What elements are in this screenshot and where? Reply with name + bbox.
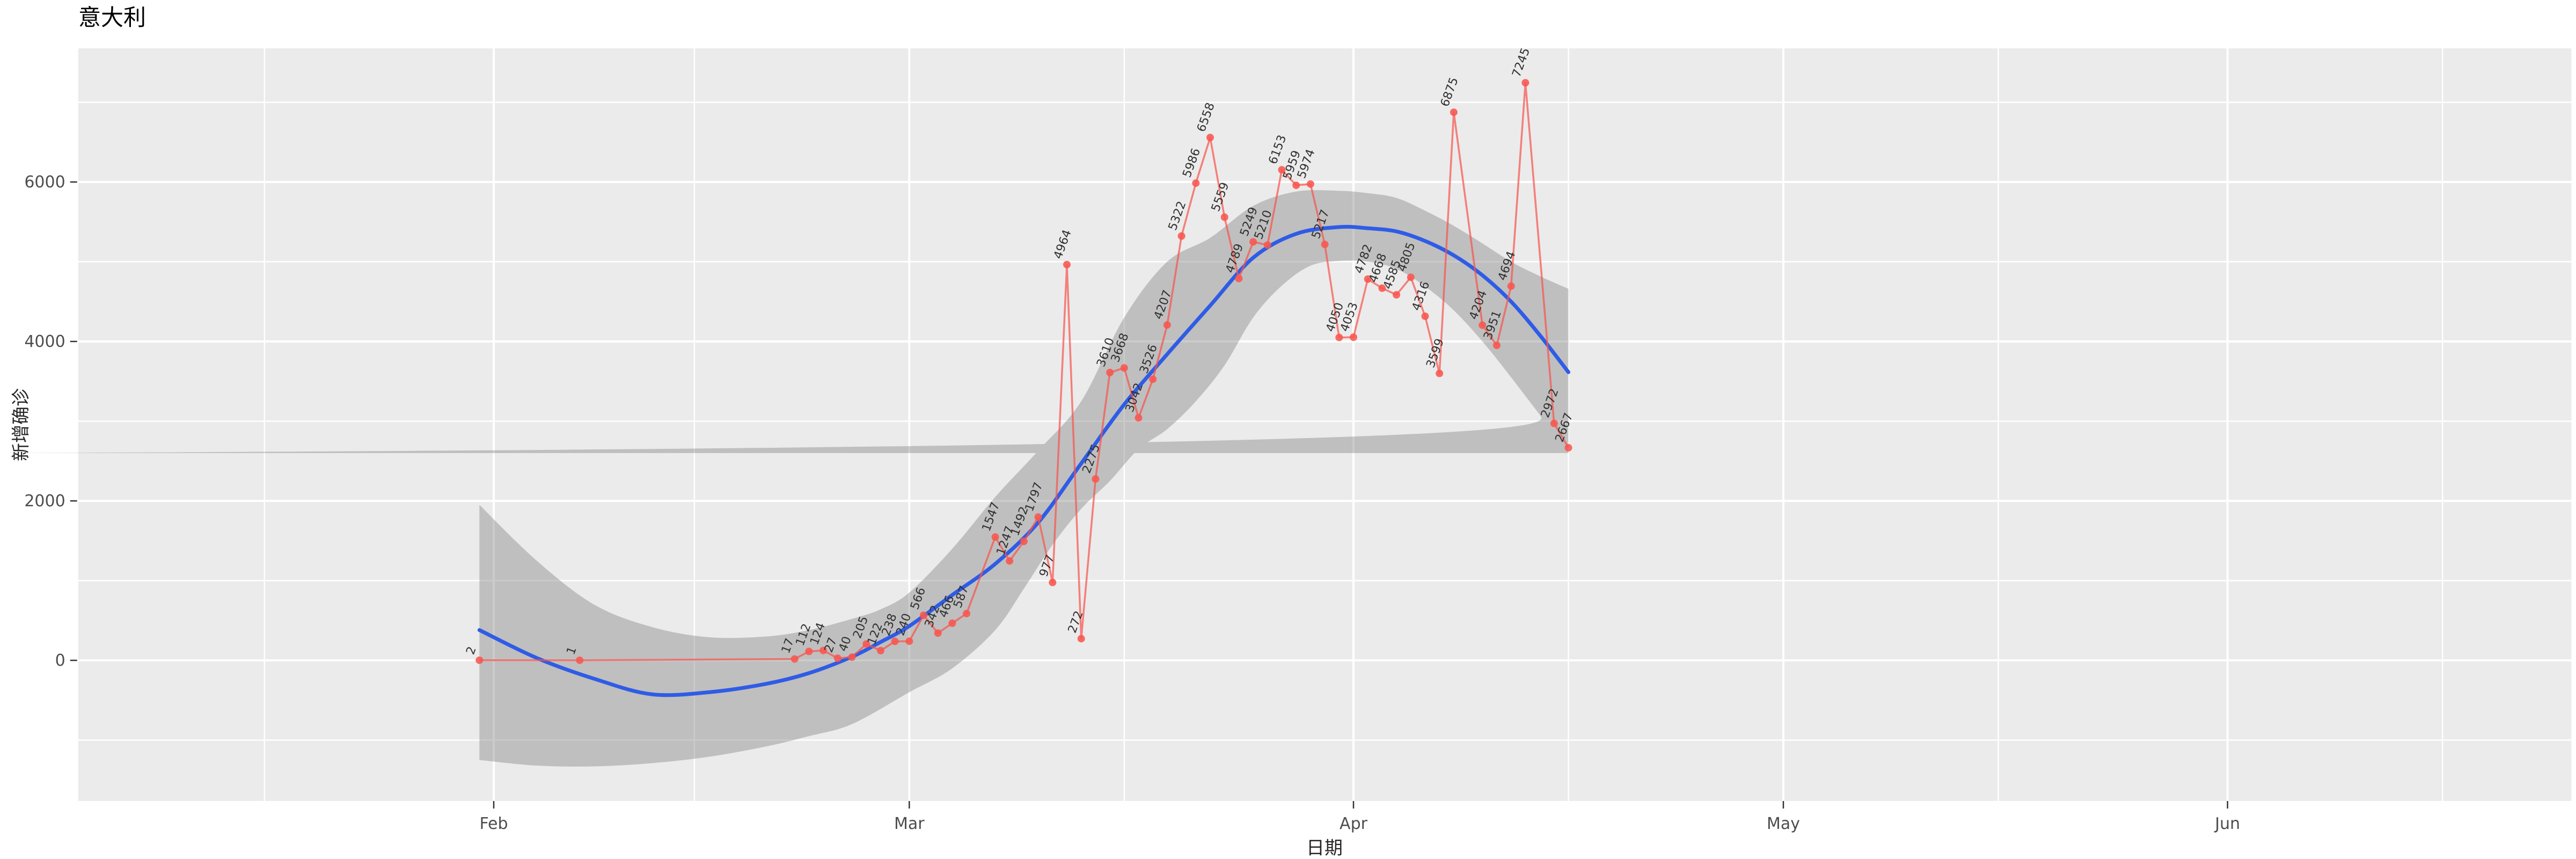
data-point	[862, 640, 870, 648]
data-point	[1263, 241, 1271, 249]
data-point	[1350, 333, 1357, 341]
x-tick-label: Mar	[894, 814, 925, 833]
data-point	[948, 619, 956, 627]
data-point	[475, 656, 484, 664]
data-point	[1321, 241, 1329, 249]
data-point	[1163, 321, 1171, 329]
data-point	[1063, 260, 1071, 268]
data-point	[1335, 333, 1343, 341]
data-point	[848, 653, 856, 661]
data-point	[1278, 166, 1286, 174]
x-axis-title: 日期	[1306, 838, 1343, 859]
data-point	[1120, 364, 1128, 372]
confidence-band	[0, 190, 1569, 767]
panel-background	[78, 48, 2572, 801]
data-point	[805, 647, 813, 656]
data-point	[1020, 537, 1028, 545]
x-tick-label: Feb	[479, 814, 508, 833]
data-point	[1192, 179, 1200, 187]
y-tick-label: 0	[55, 651, 65, 670]
data-point	[1149, 375, 1157, 383]
data-point	[1220, 213, 1228, 221]
data-point	[1077, 635, 1085, 643]
axis-tick-labels: Feb Mar Apr May Jun 0 2000 4000 6000	[24, 173, 2240, 833]
data-point	[1436, 369, 1444, 377]
data-point	[1235, 274, 1243, 282]
data-point	[1106, 368, 1114, 376]
data-point	[576, 656, 584, 664]
data-point	[1306, 180, 1314, 188]
data-point	[1177, 232, 1185, 240]
data-point	[1407, 273, 1415, 281]
data-point	[1479, 321, 1487, 329]
data-point	[1421, 312, 1429, 321]
data-point	[1206, 134, 1214, 142]
data-point	[791, 655, 799, 663]
data-point	[1034, 513, 1042, 521]
data-point	[876, 646, 884, 654]
x-tick-label: Apr	[1340, 814, 1368, 833]
data-point	[833, 654, 841, 662]
data-point	[1378, 284, 1386, 292]
data-point	[1049, 578, 1057, 586]
data-point	[891, 637, 899, 645]
data-point	[920, 611, 927, 619]
y-tick-label: 2000	[24, 492, 65, 511]
axis-ticks	[70, 181, 2228, 809]
data-point	[1135, 414, 1143, 422]
data-point	[1507, 282, 1515, 290]
data-point	[934, 629, 942, 637]
data-point	[1006, 557, 1014, 565]
data-point	[1493, 341, 1501, 350]
data-point	[819, 646, 828, 654]
data-point	[905, 637, 913, 645]
smooth-line	[477, 224, 1570, 697]
x-tick-label: Jun	[2214, 814, 2240, 833]
data-point	[1092, 475, 1100, 483]
y-tick-label: 4000	[24, 332, 65, 351]
data-point	[991, 533, 999, 541]
data-point	[1364, 275, 1372, 283]
data-point	[1550, 419, 1558, 427]
data-point	[1393, 291, 1401, 299]
page-title: 意大利	[78, 4, 147, 31]
y-axis-title: 新增确诊	[10, 388, 32, 461]
series-points	[475, 79, 1572, 664]
data-point	[1450, 108, 1458, 117]
x-tick-label: May	[1767, 814, 1800, 833]
y-tick-label: 6000	[24, 173, 65, 192]
data-point	[1249, 238, 1257, 246]
data-point	[963, 609, 971, 617]
data-point	[1292, 181, 1300, 190]
data-point	[1521, 79, 1529, 87]
data-point	[1564, 443, 1572, 452]
